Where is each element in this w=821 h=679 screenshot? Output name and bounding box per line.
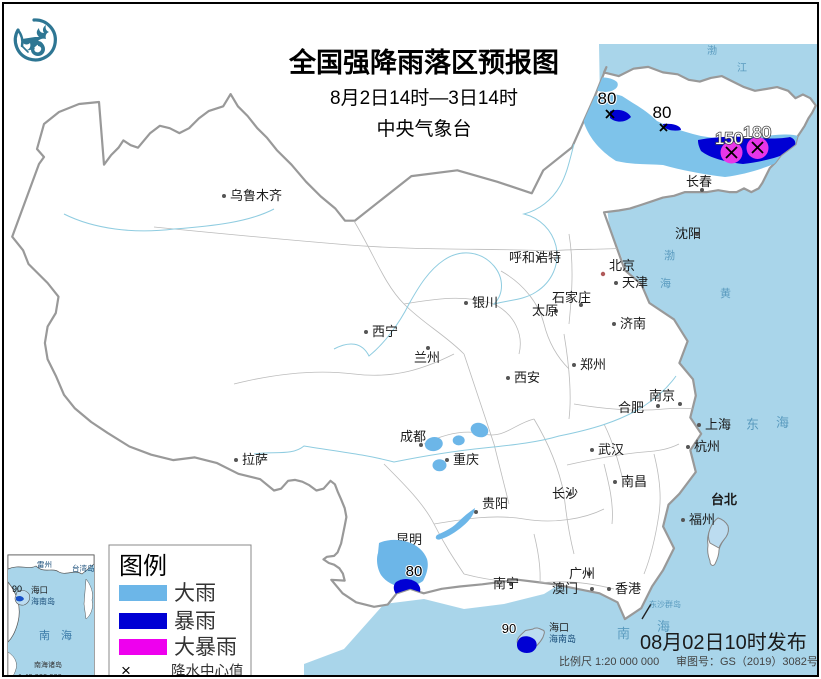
svg-text:80: 80 <box>598 89 617 108</box>
svg-text:×: × <box>121 661 131 677</box>
svg-text:图例: 图例 <box>119 553 167 580</box>
svg-text:黄: 黄 <box>720 286 731 300</box>
svg-text:兰州: 兰州 <box>414 350 440 365</box>
svg-text:渤: 渤 <box>707 44 717 57</box>
svg-text:雷州: 雷州 <box>37 560 52 569</box>
svg-text:海口: 海口 <box>31 585 48 595</box>
svg-text:南昌: 南昌 <box>621 474 647 489</box>
svg-text:成都: 成都 <box>400 429 426 444</box>
svg-text:香港: 香港 <box>615 581 641 596</box>
svg-text:东沙群岛: 东沙群岛 <box>649 599 681 609</box>
svg-text:南京: 南京 <box>649 388 675 403</box>
svg-text:降水中心值: 降水中心值 <box>171 663 244 677</box>
svg-text:东: 东 <box>746 417 759 432</box>
svg-text:海南岛: 海南岛 <box>549 633 576 644</box>
svg-text:广州: 广州 <box>569 566 595 581</box>
svg-text:南宁: 南宁 <box>493 576 519 591</box>
svg-text:大暴雨: 大暴雨 <box>174 636 237 659</box>
svg-text:渤: 渤 <box>664 249 675 262</box>
svg-text:海: 海 <box>776 415 789 430</box>
svg-text:8月2日14时—3日14时: 8月2日14时—3日14时 <box>330 87 518 109</box>
svg-text:海口: 海口 <box>549 621 569 634</box>
svg-text:济南: 济南 <box>620 316 646 331</box>
svg-text:杭州: 杭州 <box>694 439 720 454</box>
svg-text:北京: 北京 <box>609 258 635 273</box>
svg-text:180: 180 <box>743 123 771 142</box>
svg-text:中央气象台: 中央气象台 <box>376 118 471 140</box>
svg-text:长春: 长春 <box>686 174 712 189</box>
svg-text:重庆: 重庆 <box>453 452 479 467</box>
svg-text:1:40 000 000: 1:40 000 000 <box>18 672 62 677</box>
svg-text:太原: 太原 <box>532 303 558 318</box>
svg-text:南 海: 南 海 <box>39 628 72 642</box>
svg-text:贵阳: 贵阳 <box>482 496 508 511</box>
svg-text:武汉: 武汉 <box>598 442 624 457</box>
svg-text:08月02日10时发布: 08月02日10时发布 <box>640 631 807 654</box>
svg-text:南: 南 <box>617 626 630 641</box>
svg-text:海: 海 <box>660 276 671 290</box>
svg-text:比例尺 1:20 000 000: 比例尺 1:20 000 000 <box>559 654 659 668</box>
svg-text:台北: 台北 <box>711 492 737 507</box>
svg-text:150: 150 <box>715 129 743 148</box>
svg-text:长沙: 长沙 <box>552 486 578 501</box>
svg-text:西宁: 西宁 <box>372 324 398 339</box>
svg-text:呼和浩特: 呼和浩特 <box>509 250 561 265</box>
svg-text:银川: 银川 <box>472 295 498 310</box>
svg-text:乌鲁木齐: 乌鲁木齐 <box>230 188 282 203</box>
svg-text:石家庄: 石家庄 <box>552 290 591 305</box>
svg-text:90: 90 <box>12 584 22 594</box>
svg-text:80: 80 <box>406 563 423 580</box>
svg-text:澳门: 澳门 <box>552 581 578 596</box>
svg-text:审图号：GS（2019）3082号: 审图号：GS（2019）3082号 <box>676 654 818 668</box>
svg-text:沈阳: 沈阳 <box>675 226 701 241</box>
svg-text:福州: 福州 <box>689 512 715 527</box>
svg-text:拉萨: 拉萨 <box>242 452 268 467</box>
svg-text:南海诸岛: 南海诸岛 <box>34 660 62 669</box>
svg-text:江: 江 <box>737 62 747 74</box>
svg-text:西安: 西安 <box>514 370 540 385</box>
svg-text:合肥: 合肥 <box>618 400 644 415</box>
svg-text:80: 80 <box>653 103 672 122</box>
svg-text:海南岛: 海南岛 <box>31 596 55 606</box>
svg-text:郑州: 郑州 <box>580 357 606 372</box>
svg-text:90: 90 <box>502 621 516 636</box>
svg-text:天津: 天津 <box>622 275 648 290</box>
svg-text:台湾岛: 台湾岛 <box>72 563 95 573</box>
svg-text:大雨: 大雨 <box>174 582 216 605</box>
svg-text:上海: 上海 <box>705 417 731 432</box>
svg-text:暴雨: 暴雨 <box>174 610 216 633</box>
svg-text:海: 海 <box>657 619 670 634</box>
svg-text:全国强降雨落区预报图: 全国强降雨落区预报图 <box>288 47 559 78</box>
